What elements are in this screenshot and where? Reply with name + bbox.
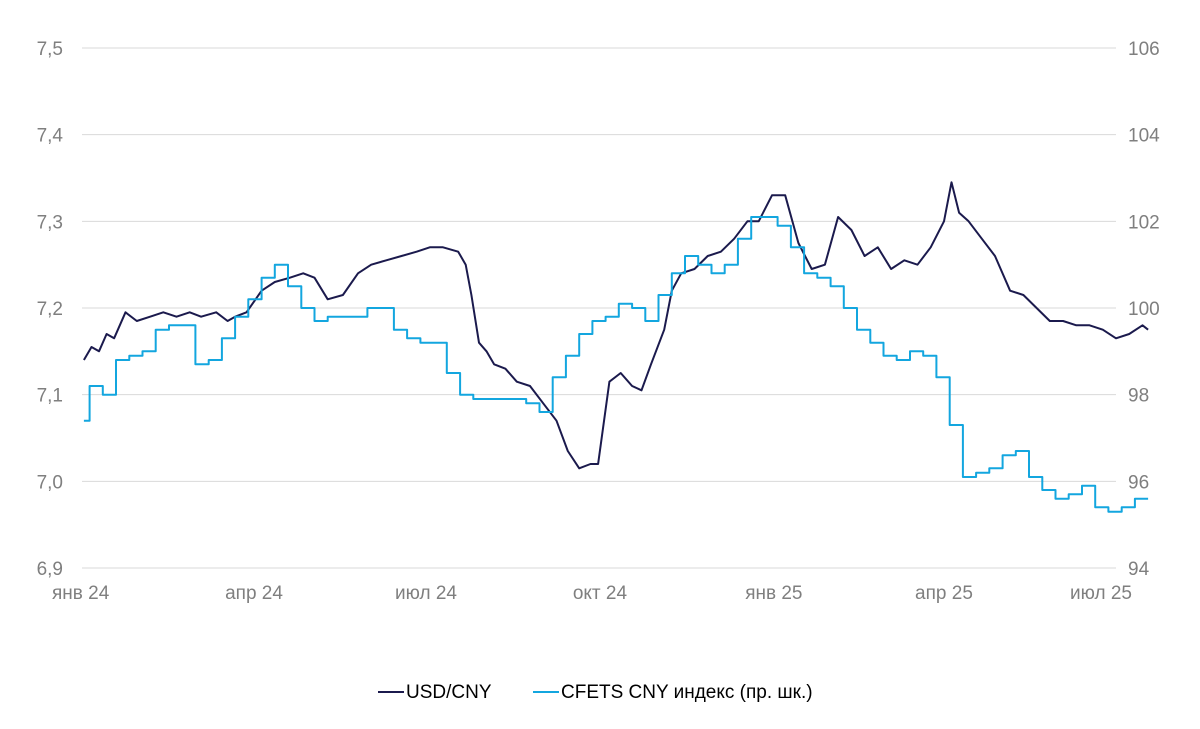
y-right-tick-label: 94 <box>1128 559 1150 580</box>
legend-label: CFETS CNY индекс (пр. шк.) <box>561 682 813 703</box>
x-axis: янв 24 апр 24 июл 24 окт 24 янв 25 апр 25 июл … <box>52 583 1132 604</box>
series-layer <box>83 181 1149 513</box>
y-left-tick-label: 7,2 <box>37 299 63 320</box>
y-left-tick-label: 7,5 <box>37 39 63 60</box>
series-line-cfets <box>83 216 1149 513</box>
y-right-tick-label: 98 <box>1128 386 1149 407</box>
right-y-axis: 94 96 98 100 102 104 106 <box>1128 39 1160 580</box>
y-left-tick-label: 6,9 <box>37 559 63 580</box>
legend-item-cfets: CFETS CNY индекс (пр. шк.) <box>533 682 813 703</box>
x-tick-label: окт 24 <box>573 583 628 604</box>
y-right-tick-label: 100 <box>1128 299 1160 320</box>
x-tick-label: июл 25 <box>1070 583 1132 604</box>
y-right-tick-label: 102 <box>1128 212 1160 233</box>
y-right-tick-label: 104 <box>1128 126 1160 147</box>
x-tick-label: апр 24 <box>225 583 283 604</box>
y-left-tick-label: 7,3 <box>37 212 63 233</box>
y-right-tick-label: 96 <box>1128 472 1149 493</box>
y-right-tick-label: 106 <box>1128 39 1160 60</box>
legend-label: USD/CNY <box>406 682 492 703</box>
x-tick-label: янв 25 <box>745 583 802 604</box>
series-line-usd-cny <box>83 181 1149 470</box>
x-tick-label: июл 24 <box>395 583 457 604</box>
y-left-tick-label: 7,4 <box>37 126 64 147</box>
gridlines <box>82 47 1116 569</box>
y-left-tick-label: 7,1 <box>37 386 63 407</box>
y-left-tick-label: 7,0 <box>37 472 63 493</box>
legend-item-usd-cny: USD/CNY <box>378 682 492 703</box>
left-y-axis: 6,9 7,0 7,1 7,2 7,3 7,4 7,5 <box>37 39 64 580</box>
x-tick-label: апр 25 <box>915 583 973 604</box>
legend: USD/CNY CFETS CNY индекс (пр. шк.) <box>378 682 813 703</box>
x-tick-label: янв 24 <box>52 583 110 604</box>
